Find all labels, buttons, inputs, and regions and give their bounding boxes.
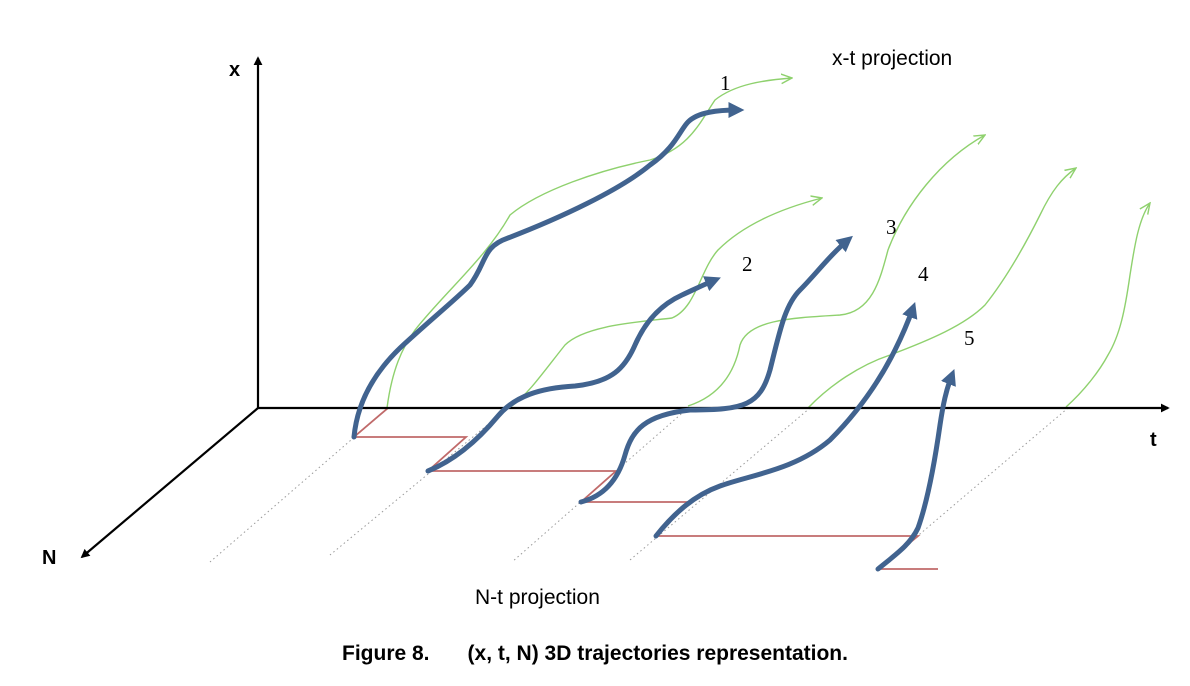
trajectory-diagram: x t N x-t projection N-t projection 1 2 … [42,47,1170,609]
xt-projection-label: x-t projection [832,47,952,70]
trajectory-5 [875,369,956,572]
figure-caption-text: (x, t, N) 3D trajectories representation… [467,642,848,665]
trajectories [351,102,956,572]
axes [80,56,1170,559]
trajectory-3 [578,235,853,505]
trajectory-label: 4 [918,262,929,286]
x-axis-label: x [229,59,240,81]
nt-projection-label: N-t projection [475,586,600,609]
xt-curve-4 [807,168,1076,409]
xt-curve-5 [1065,203,1150,408]
trajectory-label: 5 [964,326,975,350]
trajectory-label: 2 [742,252,753,276]
xt-curve-1 [386,78,792,409]
t-axis-label: t [1150,429,1157,451]
nt-step-path [258,407,690,503]
trajectory-1 [351,102,745,440]
trajectory-2 [425,276,721,474]
figure-number: Figure 8. [342,642,430,665]
xt-curve-3 [687,135,985,407]
guide-line [879,407,1069,569]
xt-curve-2 [511,198,822,407]
trajectory-4 [653,301,918,539]
figure-caption: Figure 8. (x, t, N) 3D trajectories repre… [0,642,1190,666]
guide-line [511,407,689,563]
xt-projection [386,78,1150,409]
trajectory-label: 1 [720,71,731,95]
trajectory-label: 3 [886,215,897,239]
n-axis [80,407,259,559]
n-axis-label: N [42,547,56,569]
guide-line [209,407,389,563]
